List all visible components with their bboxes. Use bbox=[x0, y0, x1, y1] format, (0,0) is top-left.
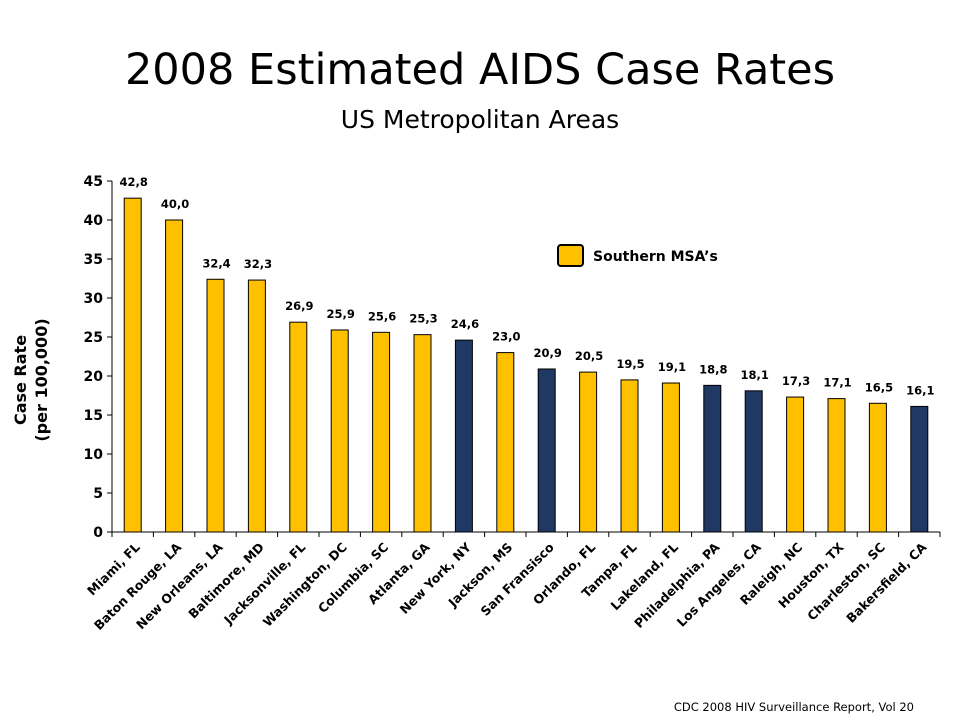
bar bbox=[579, 371, 598, 533]
y-tick-label: 15 bbox=[84, 408, 103, 424]
bar-value-label: 16,1 bbox=[906, 383, 934, 397]
bar-value-label: 26,9 bbox=[285, 299, 313, 313]
legend: Southern MSA’s bbox=[557, 244, 718, 267]
category-label: Columbia, SC bbox=[315, 540, 391, 616]
y-tick-label: 10 bbox=[84, 447, 104, 463]
bar-value-label: 18,8 bbox=[699, 362, 727, 376]
legend-label: Southern MSA’s bbox=[593, 249, 718, 265]
y-axis-title-line2: (per 100,000) bbox=[32, 318, 51, 441]
bar bbox=[786, 396, 805, 533]
y-tick-label: 25 bbox=[84, 330, 103, 346]
bar bbox=[744, 390, 763, 533]
bar bbox=[661, 382, 680, 533]
source-footnote: CDC 2008 HIV Surveillance Report, Vol 20 bbox=[673, 700, 914, 714]
bar-value-label: 19,5 bbox=[616, 357, 644, 371]
axes: 0 5 10 15 20 25 30 35 40 45 bbox=[84, 174, 941, 541]
bar-value-label: 25,3 bbox=[409, 312, 437, 326]
category-label: Charleston, SC bbox=[804, 540, 888, 624]
legend-swatch bbox=[557, 244, 584, 267]
y-axis-title: Case Rate (per 100,000) bbox=[11, 318, 51, 441]
bar-value-label: 20,9 bbox=[534, 346, 562, 360]
bar-value-label: 17,3 bbox=[782, 374, 810, 388]
y-tick-label: 40 bbox=[84, 213, 104, 229]
bar bbox=[620, 379, 639, 533]
category-label: New York, NY bbox=[397, 539, 475, 617]
bar bbox=[827, 398, 846, 533]
category-label: San Fransisco bbox=[478, 539, 558, 619]
bar-value-label: 18,1 bbox=[741, 368, 769, 382]
bar bbox=[454, 339, 473, 533]
bar-value-label: 19,1 bbox=[658, 360, 686, 374]
bar-value-label: 42,8 bbox=[120, 175, 148, 189]
bar bbox=[289, 321, 308, 533]
bar-value-label: 23,0 bbox=[492, 330, 520, 344]
y-tick-label: 5 bbox=[93, 486, 103, 502]
y-tick-label: 45 bbox=[84, 174, 103, 190]
bar-value-label: 24,6 bbox=[451, 317, 479, 331]
bar bbox=[910, 405, 929, 533]
bar-value-label: 40,0 bbox=[161, 197, 189, 211]
chart-title: 2008 Estimated AIDS Case Rates bbox=[124, 45, 836, 95]
bar-value-label: 32,3 bbox=[244, 257, 272, 271]
bar-value-label: 20,5 bbox=[575, 349, 603, 363]
bar bbox=[372, 331, 391, 533]
bar bbox=[496, 352, 515, 533]
category-label: Baltimore, MD bbox=[185, 540, 267, 622]
bars bbox=[123, 197, 929, 533]
bar bbox=[206, 278, 225, 533]
bar-value-label: 32,4 bbox=[202, 256, 230, 270]
bar bbox=[165, 219, 184, 533]
bar-value-label: 17,1 bbox=[823, 376, 851, 390]
y-axis-title-line1: Case Rate bbox=[11, 335, 30, 425]
bar-value-label: 16,5 bbox=[865, 380, 893, 394]
bar-chart: 0 5 10 15 20 25 30 35 40 45 42,8 40,0 32,4 32,3 26,9 2… bbox=[11, 174, 941, 633]
bar-value-label: 25,6 bbox=[368, 309, 396, 323]
y-tick-label: 30 bbox=[84, 291, 104, 307]
bar bbox=[868, 402, 887, 533]
bar bbox=[703, 384, 722, 533]
bar-value-label: 25,9 bbox=[327, 307, 355, 321]
bar bbox=[330, 329, 349, 533]
y-axis-label: Case Rate (per 100,000) bbox=[11, 318, 51, 441]
y-tick-label: 20 bbox=[84, 369, 104, 385]
bar bbox=[413, 334, 432, 533]
y-tick-label: 35 bbox=[84, 252, 103, 268]
chart-subtitle: US Metropolitan Areas bbox=[340, 105, 620, 134]
category-label: Bakersfield, CA bbox=[843, 539, 929, 625]
bar bbox=[247, 279, 266, 533]
bar bbox=[537, 368, 556, 533]
bar bbox=[123, 197, 142, 533]
y-tick-label: 0 bbox=[93, 525, 103, 541]
value-labels: 42,8 40,0 32,4 32,3 26,9 25,9 25,6 25,3 24,6 23,0… bbox=[120, 175, 935, 397]
